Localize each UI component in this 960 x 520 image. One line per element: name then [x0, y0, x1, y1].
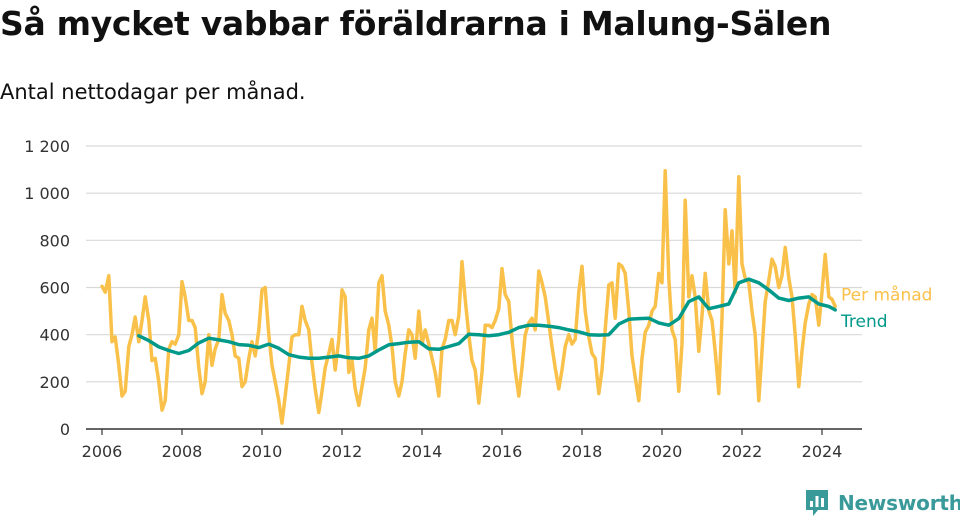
y-tick-label: 1 000 [24, 184, 70, 203]
grid-lines [86, 145, 862, 383]
y-tick-label: 1 200 [24, 137, 70, 156]
series-line-trend [137, 277, 837, 361]
x-tick-label: 2010 [242, 442, 283, 461]
y-tick-label: 200 [39, 373, 70, 392]
x-tick-label: 2018 [562, 442, 603, 461]
x-tick-label: 2006 [82, 442, 123, 461]
newsworthy-logo[interactable]: Newsworthy [804, 488, 960, 518]
series-lines [100, 169, 837, 425]
x-tick-label: 2024 [802, 442, 843, 461]
series-line-per-manad [100, 169, 837, 425]
y-tick-label: 0 [60, 420, 70, 439]
brand-name: Newsworthy [838, 491, 960, 515]
x-tick-label: 2012 [322, 442, 363, 461]
legend-label-trend: Trend [840, 312, 888, 332]
x-tick-label: 2016 [482, 442, 523, 461]
x-axis: 2006 2008 2010 2012 2014 2016 2018 2020 2022 2024 [82, 428, 862, 461]
y-axis-ticks: 0 200 400 600 800 1 000 1 200 [24, 137, 70, 439]
bar-chart-logo-icon [806, 490, 828, 516]
x-tick-label: 2022 [722, 442, 763, 461]
y-tick-label: 400 [39, 326, 70, 345]
x-tick-label: 2014 [402, 442, 443, 461]
legend-label-per-manad: Per månad [841, 284, 932, 305]
chart-subtitle: Antal nettodagar per månad. [0, 80, 306, 104]
y-tick-label: 600 [39, 279, 70, 298]
line-chart: 0 200 400 600 800 1 000 1 200 2006 2008 2010 2012… [24, 137, 932, 461]
x-tick-label: 2020 [642, 442, 683, 461]
chart-title: Så mycket vabbar föräldrarna i Malung-Sä… [0, 4, 832, 43]
legend: Per månad Trend [840, 284, 932, 332]
y-tick-label: 800 [39, 231, 70, 250]
x-tick-label: 2008 [162, 442, 203, 461]
